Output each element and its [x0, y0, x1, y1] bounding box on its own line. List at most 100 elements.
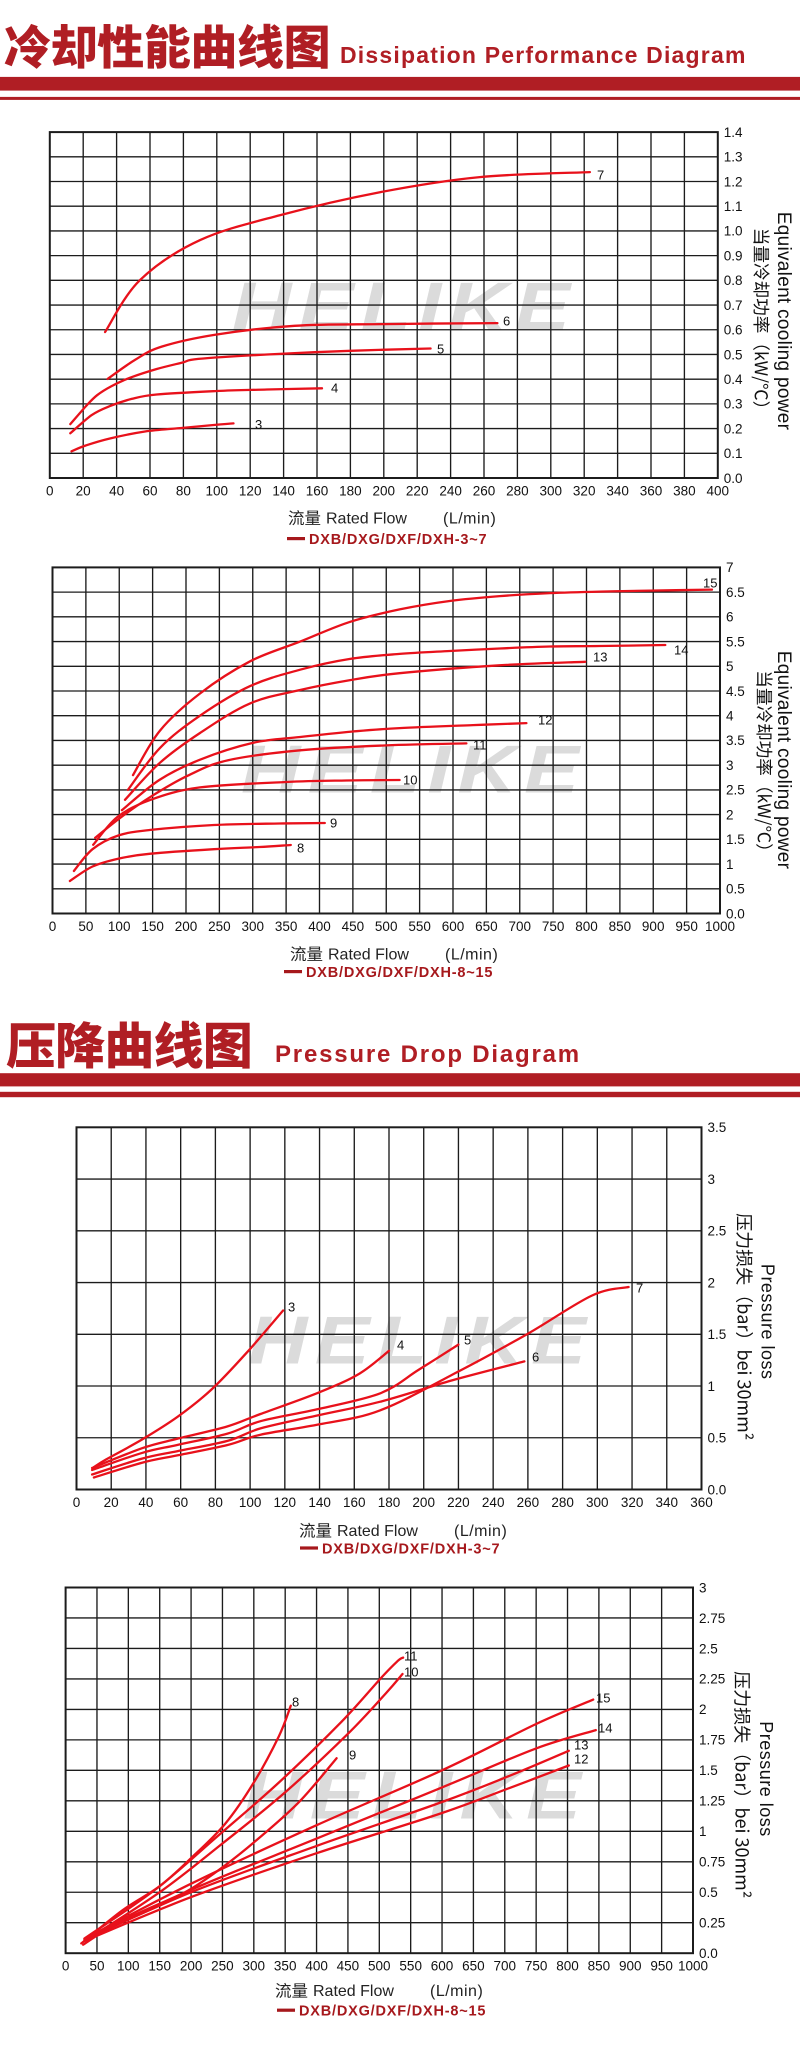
svg-text:3: 3: [699, 1580, 707, 1595]
svg-text:Equivalent cooling power: Equivalent cooling power: [773, 651, 794, 870]
svg-text:1: 1: [726, 857, 734, 872]
svg-text:12: 12: [574, 1752, 588, 1767]
svg-text:500: 500: [375, 919, 398, 934]
svg-text:(L/min): (L/min): [430, 1983, 483, 2000]
svg-text:1.3: 1.3: [724, 150, 743, 165]
svg-text:340: 340: [606, 483, 629, 498]
svg-text:Rated Flow: Rated Flow: [328, 947, 409, 964]
svg-text:(L/min): (L/min): [454, 1523, 507, 1540]
svg-text:240: 240: [439, 483, 462, 498]
svg-text:550: 550: [399, 1959, 422, 1974]
svg-text:0.2: 0.2: [724, 421, 743, 436]
svg-text:180: 180: [378, 1495, 401, 1510]
svg-text:750: 750: [542, 919, 565, 934]
svg-text:1: 1: [708, 1379, 716, 1394]
svg-text:100: 100: [239, 1495, 262, 1510]
svg-text:350: 350: [275, 919, 298, 934]
svg-text:300: 300: [243, 1959, 266, 1974]
svg-text:600: 600: [442, 919, 465, 934]
svg-text:2: 2: [708, 1275, 716, 1290]
svg-text:950: 950: [650, 1959, 673, 1974]
svg-text:3: 3: [255, 417, 262, 432]
svg-text:Pressure loss: Pressure loss: [756, 1721, 776, 1837]
svg-text:14: 14: [598, 1721, 612, 1736]
svg-text:40: 40: [109, 483, 124, 498]
svg-text:200: 200: [180, 1959, 203, 1974]
svg-text:180: 180: [339, 483, 362, 498]
svg-text:10: 10: [404, 1665, 418, 1680]
svg-text:360: 360: [640, 483, 663, 498]
svg-text:160: 160: [306, 483, 329, 498]
svg-text:5: 5: [464, 1333, 471, 1348]
svg-text:850: 850: [609, 919, 632, 934]
svg-text:1.25: 1.25: [699, 1794, 725, 1809]
svg-text:2.5: 2.5: [699, 1641, 718, 1656]
svg-text:0.0: 0.0: [699, 1946, 718, 1961]
svg-text:0.8: 0.8: [724, 273, 743, 288]
svg-text:6: 6: [726, 610, 734, 625]
svg-text:9: 9: [349, 1748, 356, 1763]
svg-text:0.75: 0.75: [699, 1855, 725, 1870]
svg-text:1000: 1000: [705, 919, 735, 934]
svg-text:4: 4: [726, 709, 734, 724]
svg-text:DXB/DXG/DXF/DXH-8~15: DXB/DXG/DXF/DXH-8~15: [306, 965, 493, 981]
svg-text:450: 450: [337, 1959, 360, 1974]
svg-text:3.5: 3.5: [708, 1120, 727, 1135]
svg-text:250: 250: [208, 919, 231, 934]
svg-text:1.0: 1.0: [724, 224, 743, 239]
svg-text:1.75: 1.75: [699, 1733, 725, 1748]
svg-text:50: 50: [78, 919, 93, 934]
svg-text:220: 220: [447, 1495, 470, 1510]
svg-text:6: 6: [532, 1350, 539, 1365]
svg-text:1.5: 1.5: [699, 1763, 718, 1778]
svg-text:650: 650: [475, 919, 498, 934]
svg-text:800: 800: [575, 919, 598, 934]
svg-text:Dissipation Performance Diagra: Dissipation Performance Diagram: [340, 42, 747, 68]
svg-text:140: 140: [272, 483, 295, 498]
svg-text:120: 120: [274, 1495, 297, 1510]
svg-text:DXB/DXG/DXF/DXH-8~15: DXB/DXG/DXF/DXH-8~15: [299, 2004, 486, 2020]
svg-text:60: 60: [173, 1495, 188, 1510]
svg-text:20: 20: [104, 1495, 119, 1510]
svg-text:260: 260: [473, 483, 496, 498]
svg-text:DXB/DXG/DXF/DXH-3~7: DXB/DXG/DXF/DXH-3~7: [309, 532, 487, 548]
svg-text:160: 160: [343, 1495, 366, 1510]
svg-text:13: 13: [574, 1738, 588, 1753]
svg-text:0.9: 0.9: [724, 248, 743, 263]
svg-text:650: 650: [462, 1959, 485, 1974]
svg-text:2.5: 2.5: [726, 783, 745, 798]
svg-text:80: 80: [176, 483, 191, 498]
svg-text:300: 300: [586, 1495, 609, 1510]
svg-text:1.2: 1.2: [724, 174, 743, 189]
svg-text:HELIKE: HELIKE: [241, 731, 586, 807]
svg-text:280: 280: [506, 483, 529, 498]
svg-text:750: 750: [525, 1959, 548, 1974]
svg-text:60: 60: [142, 483, 157, 498]
svg-text:0: 0: [46, 483, 54, 498]
svg-text:0.5: 0.5: [724, 347, 743, 362]
svg-text:12: 12: [538, 713, 552, 728]
svg-text:280: 280: [551, 1495, 574, 1510]
svg-text:DXB/DXG/DXF/DXH-3~7: DXB/DXG/DXF/DXH-3~7: [322, 1541, 500, 1557]
svg-text:200: 200: [412, 1495, 435, 1510]
svg-text:350: 350: [274, 1959, 297, 1974]
svg-text:14: 14: [674, 643, 688, 658]
svg-text:2: 2: [699, 1702, 707, 1717]
svg-text:220: 220: [406, 483, 429, 498]
svg-text:450: 450: [342, 919, 365, 934]
svg-text:0: 0: [49, 919, 57, 934]
svg-text:80: 80: [208, 1495, 223, 1510]
svg-text:950: 950: [675, 919, 698, 934]
svg-text:300: 300: [540, 483, 563, 498]
svg-text:Pressure Drop Diagram: Pressure Drop Diagram: [275, 1041, 581, 1068]
svg-text:700: 700: [509, 919, 532, 934]
svg-text:400: 400: [707, 483, 730, 498]
svg-text:900: 900: [642, 919, 665, 934]
svg-text:HELIKE: HELIKE: [248, 1302, 593, 1378]
svg-text:11: 11: [473, 738, 487, 753]
svg-text:300: 300: [242, 919, 265, 934]
svg-text:100: 100: [206, 483, 229, 498]
svg-text:(L/min): (L/min): [443, 511, 496, 528]
svg-text:4.5: 4.5: [726, 684, 745, 699]
svg-text:6.5: 6.5: [726, 585, 745, 600]
